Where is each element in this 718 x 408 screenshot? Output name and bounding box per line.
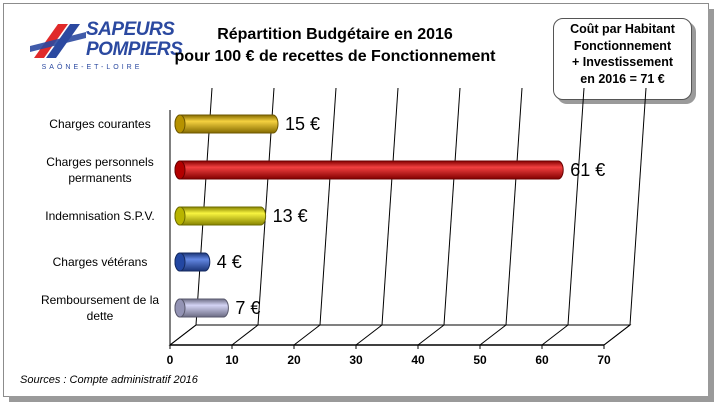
- bar-end-cap: [174, 160, 186, 180]
- floor-gridline: [479, 324, 507, 346]
- bar: [174, 206, 267, 226]
- callout-line: + Investissement: [571, 55, 674, 69]
- floor-gridline: [417, 324, 445, 346]
- data-label: 4 €: [217, 252, 242, 272]
- category-label: Remboursement de la: [41, 293, 159, 307]
- category-label: Charges courantes: [49, 117, 150, 131]
- category-label: permanents: [68, 171, 131, 185]
- frame-shadow-bottom: [9, 396, 714, 402]
- callout-line: en 2016 = 71 €: [580, 71, 665, 86]
- logo-subline: SAÔNE-ET-LOIRE: [41, 64, 143, 71]
- chart-title: Répartition Budgétaire en 2016 pour 100 …: [150, 24, 520, 68]
- gridline: [381, 87, 399, 326]
- gridline: [443, 87, 461, 326]
- gridline: [319, 87, 337, 326]
- x-tick-label: 30: [349, 353, 363, 367]
- logo-line2: POMPIERS: [86, 39, 183, 60]
- sapeurs-pompiers-logo: SAPEURS POMPIERS SAÔNE-ET-LOIRE: [28, 18, 183, 76]
- x-tick-label: 70: [597, 353, 611, 367]
- category-label: dette: [87, 309, 114, 323]
- chart-floor: [168, 324, 632, 346]
- bar-end-cap: [174, 206, 186, 226]
- x-tick-label: 10: [225, 353, 239, 367]
- callout-line: Coût par Habitant: [570, 22, 675, 36]
- data-label: 7 €: [235, 298, 260, 318]
- x-tick-label: 20: [287, 353, 301, 367]
- category-label: Indemnisation S.P.V.: [45, 209, 154, 223]
- category-label: Charges personnels: [46, 155, 153, 169]
- data-label: 15 €: [285, 114, 320, 134]
- source-note: Sources : Compte administratif 2016: [20, 374, 198, 386]
- callout-line: Fonctionnement: [573, 38, 672, 53]
- chart-title-line1: Répartition Budgétaire en 2016: [217, 26, 453, 43]
- floor-gridline: [293, 324, 321, 346]
- bar-end-cap: [174, 114, 186, 134]
- frame-shadow-right: [708, 9, 714, 397]
- x-tick-label: 50: [473, 353, 487, 367]
- chart-title-line2: pour 100 € de recettes de Fonctionnement: [174, 48, 496, 65]
- floor-gridline: [231, 324, 259, 346]
- floor-gridline: [169, 324, 197, 346]
- bar: [174, 114, 279, 134]
- data-label: 61 €: [570, 160, 605, 180]
- floor-gridline: [603, 324, 631, 346]
- floor-gridline: [541, 324, 569, 346]
- logo-emblem: [30, 24, 86, 58]
- data-label: 13 €: [273, 206, 308, 226]
- bar-end-cap: [174, 298, 186, 318]
- x-tick-label: 40: [411, 353, 425, 367]
- logo-line1: SAPEURS: [86, 19, 175, 40]
- gridline: [629, 87, 647, 326]
- floor-gridline: [355, 324, 383, 346]
- category-label: Charges vétérans: [53, 255, 148, 269]
- gridline: [567, 87, 585, 326]
- cost-callout-box: Coût par Habitant Fonctionnement + Inves…: [553, 18, 692, 100]
- bar: [174, 160, 564, 180]
- x-tick-label: 0: [167, 353, 174, 367]
- gridline: [505, 87, 523, 326]
- bar-end-cap: [174, 252, 186, 272]
- x-tick-label: 60: [535, 353, 549, 367]
